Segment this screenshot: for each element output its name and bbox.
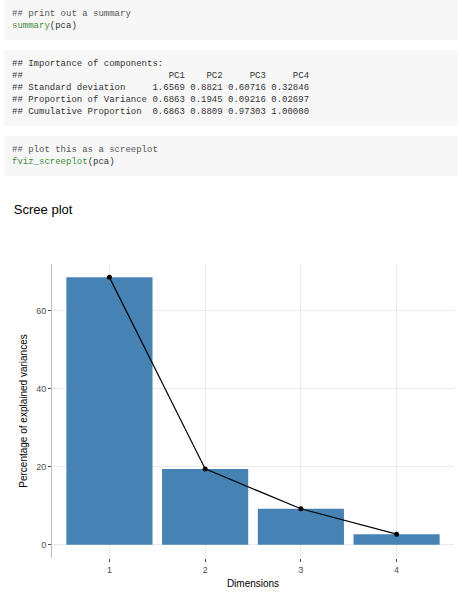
html-text:## Cumulative Proportion 0.686: ## Cumulative Proportion 0.6863 0.8809 0… (12, 107, 310, 117)
svg-text:20: 20 (36, 462, 46, 472)
html-text:## print out a summary: ## print out a summary (12, 9, 131, 19)
svg-text:4: 4 (394, 565, 399, 575)
html-text:## Proportion of Variance 0.68: ## Proportion of Variance 0.6863 0.1945 … (12, 95, 310, 105)
svg-text:1: 1 (107, 565, 112, 575)
svg-text:0: 0 (41, 540, 46, 550)
svg-text:Scree plot: Scree plot (14, 202, 73, 217)
html-text:## plot this as a screeplot: ## plot this as a screeplot (12, 145, 158, 155)
svg-text:2: 2 (203, 565, 208, 575)
svg-text:Percentage of explained varian: Percentage of explained variances (18, 334, 29, 487)
html-text:fviz_screeplot (pca): fviz_screeplot (pca) (12, 157, 115, 167)
html-text:summary (pca): summary (pca) (12, 21, 77, 31)
svg-text:60: 60 (36, 306, 46, 316)
html-text:## Standard deviation 1.6569 0: ## Standard deviation 1.6569 0.8821 0.60… (12, 83, 310, 93)
svg-text:Dimensions: Dimensions (227, 578, 279, 589)
html-text:## PC1 PC2 PC3 PC4: ## PC1 PC2 PC3 PC4 (12, 71, 310, 81)
svg-text:3: 3 (298, 565, 303, 575)
html-text:## Importance of components:: ## Importance of components: (12, 59, 164, 69)
svg-text:40: 40 (36, 384, 46, 394)
